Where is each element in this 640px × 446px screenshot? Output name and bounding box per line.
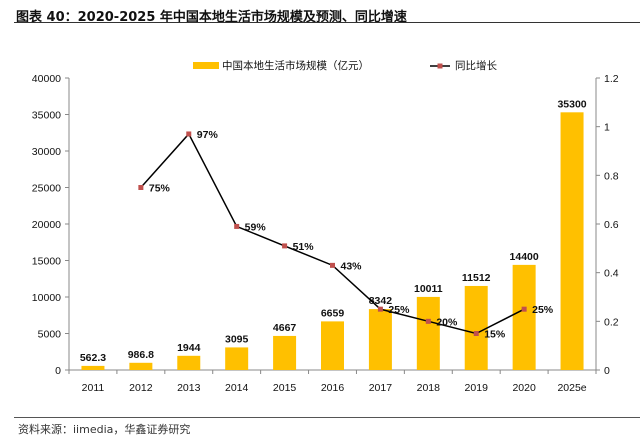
growth-marker-2015 <box>282 243 288 249</box>
left-tick-label: 10000 <box>32 292 61 304</box>
bar-2018 <box>416 296 440 370</box>
bar-label: 35300 <box>557 98 586 110</box>
growth-label: 59% <box>245 221 267 233</box>
right-tick-label: 1 <box>604 122 610 134</box>
x-tick-label: 2016 <box>321 382 345 394</box>
growth-marker-2017 <box>377 306 383 312</box>
title-divider <box>14 22 640 23</box>
bar-2013 <box>177 355 201 370</box>
bar-label: 1944 <box>177 342 201 354</box>
growth-label: 20% <box>436 316 458 328</box>
x-tick-label: 2012 <box>129 382 153 394</box>
bar-2011 <box>81 365 105 370</box>
x-tick-label: 2011 <box>82 382 105 394</box>
bar-label: 562.3 <box>80 352 106 364</box>
bar-label: 14400 <box>510 251 539 263</box>
right-tick-label: 0.6 <box>604 219 619 231</box>
bar-2020 <box>512 264 536 370</box>
x-tick-label: 2015 <box>273 382 297 394</box>
bar-2014 <box>225 347 249 370</box>
growth-label: 51% <box>293 241 315 253</box>
legend-bar-swatch <box>193 62 219 69</box>
legend-line-marker <box>437 63 443 69</box>
bar-2025e <box>560 112 584 370</box>
growth-label: 43% <box>341 260 363 272</box>
growth-marker-2016 <box>330 262 335 268</box>
bar-2015 <box>273 335 297 370</box>
x-tick-label: 2017 <box>369 382 393 394</box>
growth-label: 97% <box>197 129 219 141</box>
growth-label: 75% <box>149 183 171 195</box>
legend-line-label: 同比增长 <box>455 59 497 72</box>
left-tick-label: 20000 <box>32 219 61 231</box>
chart-title: 图表 40：2020-2025 年中国本地生活市场规模及预测、同比增速 <box>16 10 407 25</box>
growth-label: 25% <box>532 304 554 316</box>
bar-2017 <box>368 309 392 370</box>
bar-2012 <box>129 362 153 370</box>
bar-label: 4667 <box>273 322 297 334</box>
bar-label: 6659 <box>321 307 345 319</box>
left-tick-label: 25000 <box>32 183 61 195</box>
growth-marker-2012 <box>138 185 144 190</box>
left-tick-label: 5000 <box>38 329 62 341</box>
x-tick-label: 2014 <box>225 382 249 394</box>
x-tick-label: 2025e <box>557 382 586 394</box>
left-tick-label: 40000 <box>32 73 61 85</box>
growth-label: 15% <box>484 329 506 341</box>
left-tick-label: 15000 <box>32 256 61 268</box>
left-tick-label: 0 <box>55 365 61 377</box>
bar-label: 10011 <box>414 283 443 295</box>
x-tick-label: 2019 <box>465 382 489 394</box>
bar-2019 <box>464 285 488 370</box>
bar-label: 11512 <box>462 272 491 284</box>
bar-2016 <box>321 321 344 370</box>
growth-marker-2019 <box>473 331 479 336</box>
x-tick-label: 2020 <box>512 382 536 394</box>
right-tick-label: 0 <box>604 365 610 377</box>
source-note: 资料来源：iimedia，华鑫证券研究 <box>18 423 191 436</box>
right-tick-label: 0.8 <box>604 170 619 182</box>
left-tick-label: 30000 <box>32 146 61 158</box>
right-tick-label: 0.4 <box>604 268 619 280</box>
growth-label: 25% <box>388 304 410 316</box>
source-divider <box>14 417 640 418</box>
x-tick-label: 2013 <box>177 382 201 394</box>
growth-marker-2020 <box>521 306 527 312</box>
growth-marker-2018 <box>425 318 431 324</box>
bar-label: 986.8 <box>128 349 154 361</box>
right-tick-label: 1.2 <box>604 73 619 85</box>
right-tick-label: 0.2 <box>604 316 619 328</box>
x-tick-label: 2018 <box>417 382 441 394</box>
bar-label: 3095 <box>225 333 249 345</box>
growth-marker-2014 <box>234 223 240 229</box>
legend-bar-label: 中国本地生活市场规模（亿元） <box>222 59 369 72</box>
growth-marker-2013 <box>186 131 192 137</box>
left-tick-label: 35000 <box>32 110 61 122</box>
